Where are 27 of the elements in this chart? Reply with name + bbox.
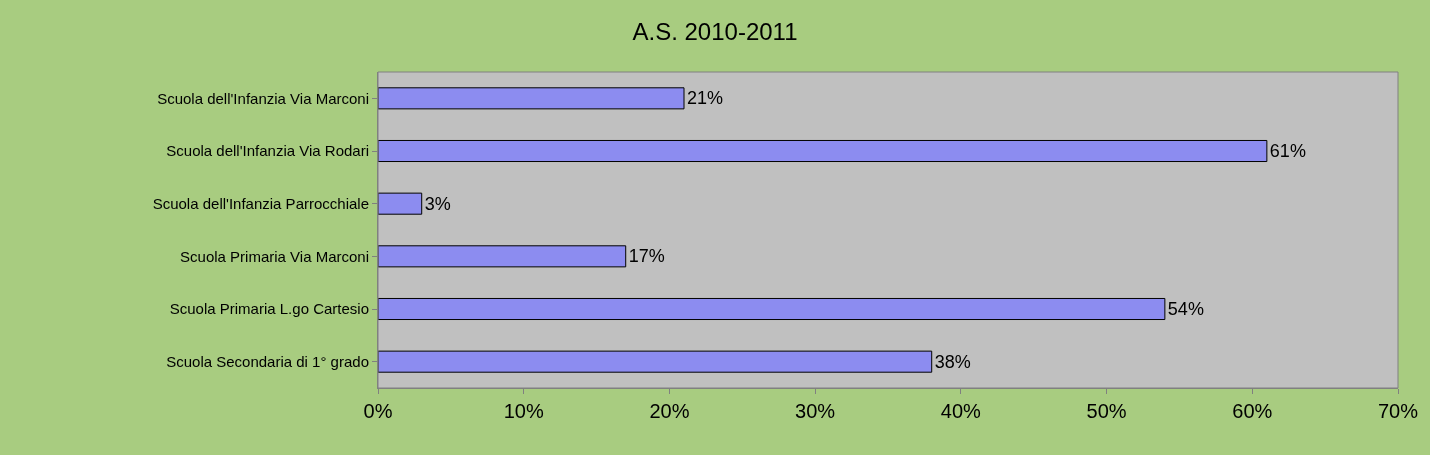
y-tick-label: Scuola dell'Infanzia Via Rodari [166, 142, 369, 160]
data-label: 3% [424, 193, 451, 214]
bar [378, 139, 1268, 163]
bar [378, 192, 423, 215]
chart-title: A.S. 2010-2011 [632, 18, 798, 46]
x-tick-label: 40% [940, 400, 982, 422]
data-label: 21% [687, 88, 724, 109]
bar [378, 350, 933, 373]
x-tick-label: 30% [795, 400, 836, 422]
data-label: 61% [1269, 141, 1306, 161]
y-tick-label: Scuola dell'Infanzia Via Marconi [157, 89, 369, 107]
data-label: 54% [1167, 299, 1204, 319]
x-tick-label: 20% [649, 400, 690, 422]
bar [378, 245, 627, 268]
x-tick-label: 10% [503, 400, 544, 422]
data-label: 38% [934, 351, 971, 372]
x-tick-label: 50% [1086, 400, 1127, 422]
x-tick-label: 0% [363, 400, 393, 422]
bar [378, 297, 1166, 321]
data-label: 17% [628, 246, 665, 267]
bar [378, 87, 685, 110]
x-tick-label: 70% [1377, 400, 1419, 422]
y-tick-label: Scuola dell'Infanzia Parrocchiale [152, 194, 369, 212]
y-tick-label: Scuola Primaria Via Marconi [180, 247, 369, 265]
y-tick-label: Scuola Secondaria di 1° grado [166, 352, 369, 370]
x-tick-label: 60% [1232, 400, 1273, 422]
y-tick-label: Scuola Primaria L.go Cartesio [169, 300, 369, 318]
